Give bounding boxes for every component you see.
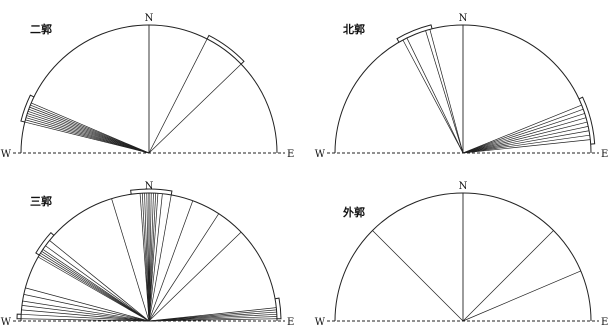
orientation-ray bbox=[462, 104, 582, 154]
orientation-ray bbox=[148, 193, 154, 322]
orientation-ray bbox=[148, 311, 277, 322]
orientation-ray bbox=[462, 108, 584, 154]
east-label: E bbox=[287, 317, 294, 328]
north-label: N bbox=[145, 13, 154, 24]
orientation-ray bbox=[462, 230, 554, 322]
north-label: N bbox=[145, 181, 154, 192]
orientation-ray bbox=[22, 300, 150, 322]
orientation-ray bbox=[148, 307, 277, 322]
orientation-ray bbox=[148, 200, 194, 322]
orientation-ray bbox=[425, 30, 464, 154]
orientation-ray bbox=[148, 194, 172, 322]
orientation-ray bbox=[24, 121, 150, 154]
north-label: N bbox=[459, 181, 468, 192]
range-bracket bbox=[578, 96, 596, 145]
orientation-ray bbox=[27, 113, 150, 154]
orientation-ray bbox=[25, 287, 150, 322]
orientation-ray bbox=[462, 113, 585, 154]
orientation-ray bbox=[462, 121, 588, 154]
range-bracket bbox=[396, 24, 433, 43]
orientation-ray bbox=[148, 313, 277, 322]
orientation-ray bbox=[30, 104, 150, 154]
orientation-ray bbox=[148, 193, 159, 322]
orientation-ray bbox=[148, 231, 242, 322]
orientation-ray bbox=[146, 193, 150, 322]
range-bracket bbox=[130, 188, 173, 196]
orientation-ray bbox=[40, 252, 150, 322]
orientation-ray bbox=[21, 313, 150, 322]
panel-erguo: 二郭 N W E bbox=[1, 13, 295, 160]
orientation-ray bbox=[42, 249, 150, 322]
east-label: E bbox=[601, 317, 608, 328]
orientation-ray bbox=[462, 270, 581, 322]
orientation-ray bbox=[462, 130, 590, 154]
range-bracket bbox=[274, 297, 282, 320]
orientation-ray bbox=[139, 193, 150, 322]
orientation-ray bbox=[462, 134, 590, 154]
orientation-ray bbox=[39, 254, 150, 322]
orientation-ray bbox=[29, 106, 150, 154]
north-label: N bbox=[459, 13, 468, 24]
orientation-ray bbox=[37, 256, 150, 322]
orientation-ray bbox=[148, 38, 208, 154]
orientation-ray bbox=[148, 316, 277, 322]
orientation-ray bbox=[23, 294, 150, 322]
orientation-ray bbox=[148, 213, 220, 322]
panel-sanguo: 三郭 N W E bbox=[1, 181, 295, 328]
orientation-ray bbox=[25, 119, 150, 154]
range-bracket bbox=[206, 34, 245, 65]
orientation-ray bbox=[21, 309, 150, 322]
panel-title: 三郭 bbox=[30, 194, 52, 208]
orientation-ray bbox=[148, 318, 277, 322]
orientation-ray bbox=[141, 193, 150, 322]
west-label: W bbox=[1, 317, 12, 328]
west-label: W bbox=[315, 317, 326, 328]
panel-beiguo: 北郭 N W E bbox=[315, 13, 609, 160]
east-label: E bbox=[287, 149, 294, 160]
orientation-ray bbox=[148, 193, 152, 322]
orientation-ray bbox=[148, 63, 242, 154]
orientation-ray bbox=[45, 245, 150, 322]
west-label: W bbox=[1, 149, 12, 160]
orientation-ray bbox=[462, 126, 589, 154]
orientation-ray bbox=[21, 305, 150, 322]
orientation-ray bbox=[31, 102, 150, 154]
range-bracket bbox=[35, 231, 55, 256]
orientation-ray bbox=[372, 230, 464, 322]
panel-waiguo: 外郭 N W E bbox=[315, 181, 609, 328]
orientation-ray bbox=[148, 193, 157, 322]
orientation-ray bbox=[111, 198, 150, 322]
orientation-ray bbox=[28, 108, 150, 154]
panel-title: 外郭 bbox=[342, 205, 365, 219]
orientation-ray bbox=[406, 37, 464, 154]
orientation-ray bbox=[41, 250, 150, 322]
orientation-ray bbox=[25, 117, 150, 154]
panel-title: 二郭 bbox=[30, 22, 52, 36]
orientation-ray bbox=[148, 193, 163, 322]
orientation-ray bbox=[462, 117, 587, 154]
east-label: E bbox=[601, 149, 608, 160]
orientation-ray bbox=[26, 115, 150, 154]
orientation-ray bbox=[49, 240, 150, 322]
panel-title: 北郭 bbox=[343, 22, 365, 36]
west-label: W bbox=[315, 149, 326, 160]
range-bracket bbox=[20, 94, 35, 123]
orientation-ray bbox=[429, 29, 464, 154]
orientation-ray bbox=[21, 318, 150, 322]
range-bracket bbox=[16, 313, 22, 320]
orientation-ray bbox=[462, 139, 591, 154]
orientation-ray bbox=[148, 309, 277, 322]
orientation-ray bbox=[402, 39, 464, 154]
orientation-ray bbox=[27, 110, 150, 154]
orientation-ray bbox=[144, 193, 150, 322]
